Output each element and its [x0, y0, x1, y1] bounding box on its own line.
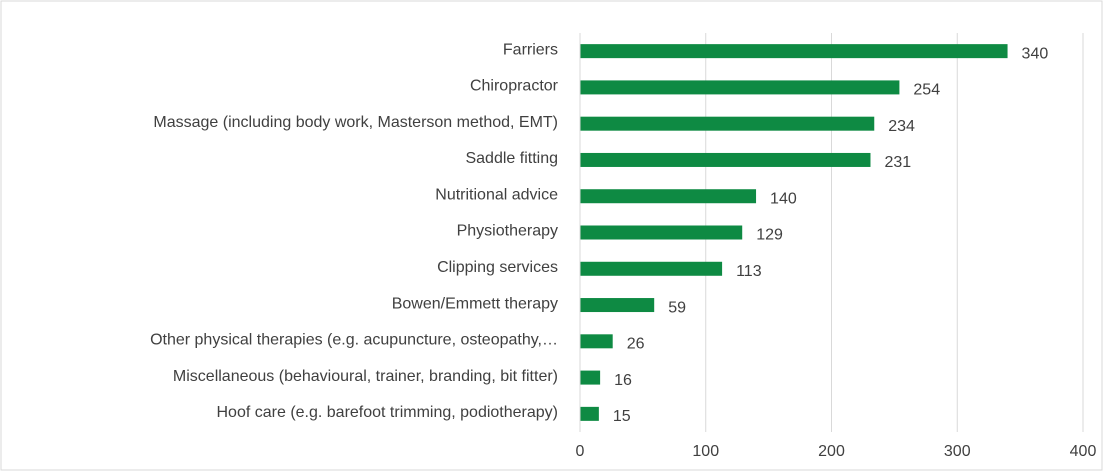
y-tick-label: Physiotherapy: [457, 223, 558, 240]
data-label: 129: [756, 227, 783, 244]
data-label: 254: [913, 82, 940, 99]
x-tick-label: 400: [1070, 443, 1097, 460]
bar: [580, 152, 871, 167]
y-tick-label: Saddle fitting: [465, 150, 558, 167]
x-tick-label: 0: [576, 443, 585, 460]
y-tick-label: Miscellaneous (behavioural, trainer, bra…: [173, 368, 558, 385]
bar: [580, 80, 900, 95]
bar: [580, 189, 757, 204]
data-label: 340: [1022, 45, 1049, 62]
y-tick-label: Other physical therapies (e.g. acupunctu…: [150, 332, 558, 349]
y-tick-label: Nutritional advice: [435, 186, 558, 203]
y-tick-label: Bowen/Emmett therapy: [392, 295, 558, 312]
bar: [580, 298, 655, 313]
y-tick-label: Farriers: [503, 41, 558, 58]
bar: [580, 370, 601, 385]
y-tick-label: Massage (including body work, Masterson …: [153, 114, 558, 131]
bar: [580, 116, 875, 131]
data-label: 16: [614, 372, 632, 389]
y-tick-label: Chiropractor: [470, 78, 559, 95]
data-label: 113: [736, 263, 762, 280]
data-label: 26: [627, 336, 645, 353]
data-label: 231: [884, 154, 911, 171]
data-label: 59: [668, 299, 686, 316]
bar: [580, 44, 1008, 59]
x-tick-label: 200: [818, 443, 845, 460]
bar: [580, 225, 743, 240]
y-tick-label: Hoof care (e.g. barefoot trimming, podio…: [217, 404, 559, 421]
x-tick-label: 300: [944, 443, 971, 460]
x-tick-label: 100: [692, 443, 719, 460]
y-tick-label: Clipping services: [437, 259, 558, 276]
bar: [580, 334, 613, 349]
data-label: 140: [770, 190, 797, 207]
data-label: 15: [613, 408, 631, 425]
bar: [580, 406, 599, 421]
data-label: 234: [888, 118, 915, 135]
bar: [580, 261, 723, 276]
